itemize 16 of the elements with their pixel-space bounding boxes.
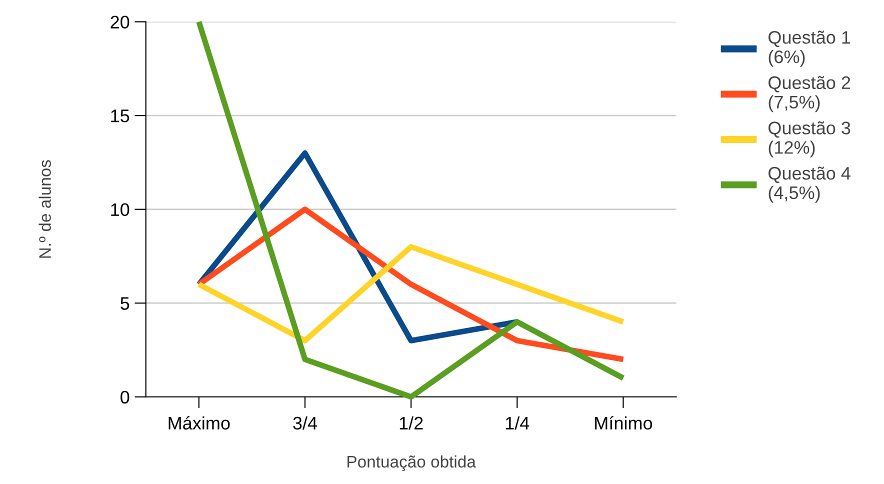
legend-label: Questão 1 (6%) xyxy=(768,30,850,67)
x-tick-label: Máximo xyxy=(168,416,230,430)
y-tick-label: 5 xyxy=(120,297,130,310)
legend-label: Questão 4 (4,5%) xyxy=(768,166,850,203)
y-tick-label: 0 xyxy=(120,390,130,404)
x-axis-title: Pontuação obtida xyxy=(348,455,476,471)
y-tick-label: 10 xyxy=(111,203,130,216)
y-axis-title: N.º de alunos xyxy=(38,160,51,258)
x-tick-label: 1/2 xyxy=(400,416,423,430)
x-tick-label: 1/4 xyxy=(506,416,530,430)
legend-label: Questão 2 (7,5%) xyxy=(768,76,850,112)
y-tick-label: 15 xyxy=(111,110,130,122)
x-tick-label: 3/4 xyxy=(293,416,317,430)
legend-label: Questão 3 (12%) xyxy=(768,121,850,158)
y-tick-label: 20 xyxy=(110,16,130,28)
x-tick-label: Mínimo xyxy=(595,416,652,430)
